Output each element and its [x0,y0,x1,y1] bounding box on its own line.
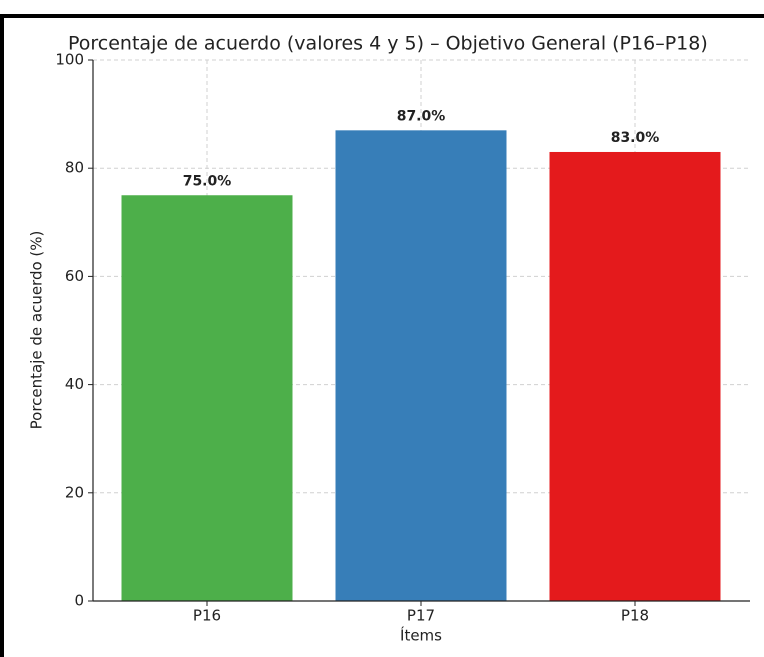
y-tick-label: 60 [65,267,84,285]
value-label: 83.0% [611,130,660,146]
y-tick-label: 20 [65,483,84,501]
y-tick-label: 0 [74,592,84,610]
x-tick-label: P18 [621,607,649,625]
bar [549,151,721,601]
y-tick-label: 80 [65,159,84,177]
frame [0,14,764,657]
x-tick-label: P17 [407,607,435,625]
x-tick-label: P16 [193,607,221,625]
value-label: 75.0% [183,173,232,189]
y-tick-label: 40 [65,375,84,393]
x-axis-label: Ítems [400,626,442,645]
y-axis-label: Porcentaje de acuerdo (%) [28,231,46,430]
bar [121,195,293,601]
value-label: 87.0% [397,108,446,124]
bar [335,130,507,601]
y-tick-label: 100 [55,51,84,69]
chart-title: Porcentaje de acuerdo (valores 4 y 5) – … [68,33,708,55]
